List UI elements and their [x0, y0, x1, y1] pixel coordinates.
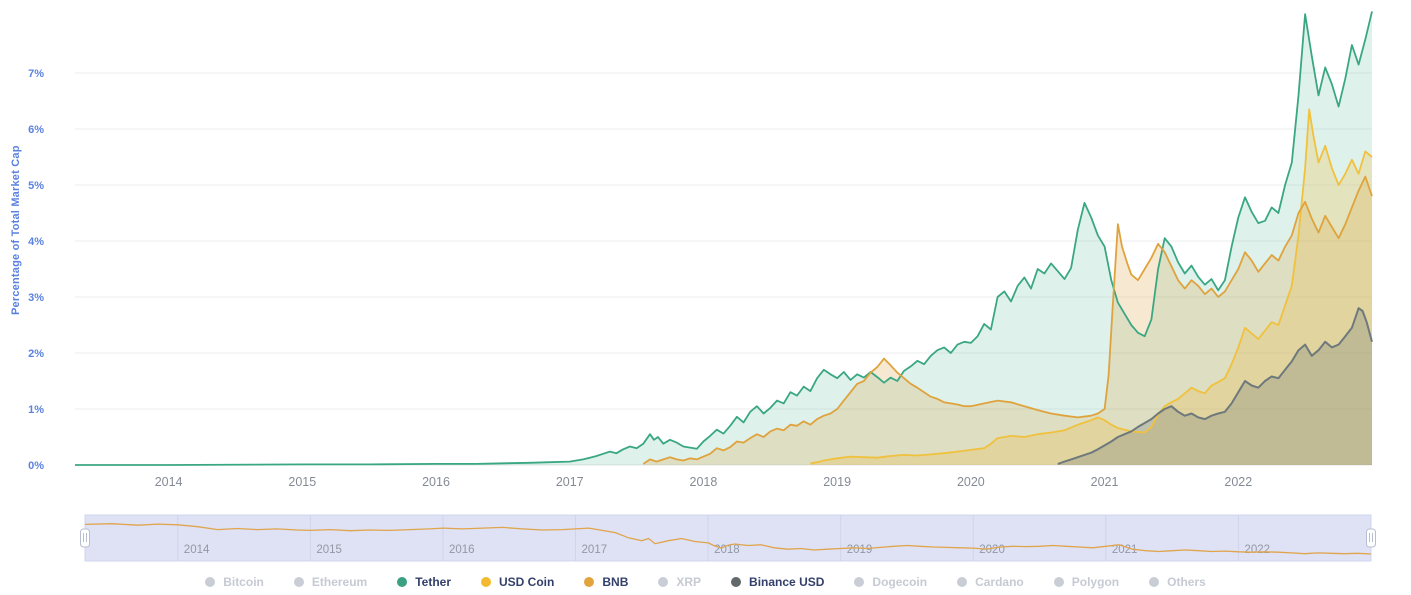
navigator-handle-right-grip[interactable]	[1366, 528, 1376, 548]
legend-item-dogecoin[interactable]: Dogecoin	[854, 575, 927, 589]
x-axis-labels: 2014 2015 2016 2017 2018 2019 2020 2021 2022	[155, 475, 1253, 489]
navigator-year-label: 2017	[582, 544, 608, 556]
legend-dot	[481, 577, 492, 587]
area-tether	[75, 11, 1372, 466]
navigator-handle-left[interactable]	[80, 528, 90, 548]
legend-item-ethereum[interactable]: Ethereum	[293, 575, 368, 589]
y-tick-label: 2%	[28, 348, 44, 360]
x-tick-label: 2021	[1091, 475, 1119, 489]
legend-dot	[1149, 577, 1160, 587]
legend-label: Ethereum	[311, 575, 368, 589]
navigator-year-label: 2022	[1244, 544, 1270, 556]
navigator-series-line	[84, 523, 1372, 555]
x-tick-label: 2020	[957, 475, 985, 489]
navigator[interactable]: 2014 2015 2016 2017 2018 2019 2020 2021 2022	[80, 514, 1376, 562]
legend-dot	[584, 577, 595, 587]
area-bnb	[643, 176, 1372, 465]
y-tick-label: 1%	[28, 404, 44, 416]
legend-dot	[854, 577, 865, 587]
legend-label: Tether	[415, 575, 452, 589]
x-tick-label: 2016	[422, 475, 450, 489]
chart-plot-area[interactable]: 0% 1% 2% 3% 4% 5% 6% 7% 2014 2015 2016 2017 2018 2019…	[0, 0, 1411, 565]
x-tick-label: 2022	[1224, 475, 1252, 489]
legend-label: XRP	[676, 575, 702, 589]
navigator-year-label: 2019	[847, 544, 873, 556]
legend-label: BNB	[602, 575, 629, 589]
series-lines	[75, 11, 1373, 466]
x-tick-label: 2017	[556, 475, 584, 489]
legend-item-bnb[interactable]: BNB	[584, 575, 628, 589]
navigator-year-label: 2016	[449, 544, 475, 556]
y-tick-label: 5%	[28, 180, 44, 192]
navigator-background[interactable]	[84, 514, 1372, 562]
legend-label: Polygon	[1071, 575, 1120, 589]
legend-item-polygon[interactable]: Polygon	[1053, 575, 1120, 589]
legend-dot	[205, 577, 216, 587]
legend-item-cardano[interactable]: Cardano	[957, 575, 1024, 589]
y-axis-title: Percentage of Total Market Cap	[10, 145, 22, 315]
x-tick-label: 2018	[690, 475, 718, 489]
legend-label: USD Coin	[499, 575, 555, 589]
legend-item-others[interactable]: Others	[1149, 575, 1206, 589]
legend-dot	[731, 577, 742, 587]
x-tick-label: 2019	[823, 475, 851, 489]
legend-label: Others	[1167, 575, 1206, 589]
navigator-handle-left-grip[interactable]	[80, 528, 90, 548]
y-tick-label: 7%	[28, 68, 44, 80]
navigator-year-label: 2014	[184, 544, 210, 556]
legend-item-binance-usd[interactable]: Binance USD	[731, 575, 824, 589]
y-tick-label: 4%	[28, 236, 44, 248]
navigator-year-label: 2018	[714, 544, 740, 556]
gridlines	[75, 72, 1372, 466]
area-binance-usd	[1057, 308, 1372, 465]
line-bnb	[642, 175, 1373, 465]
y-tick-label: 6%	[28, 124, 44, 136]
series-fills	[75, 11, 1372, 466]
legend-item-tether[interactable]: Tether	[397, 575, 451, 589]
line-binance-usd	[1057, 307, 1373, 465]
y-axis-labels: 0% 1% 2% 3% 4% 5% 6% 7%	[28, 68, 44, 472]
legend-label: Binance USD	[749, 575, 825, 589]
y-tick-label: 0%	[28, 460, 44, 472]
legend-dot	[957, 577, 968, 587]
x-tick-label: 2015	[288, 475, 316, 489]
legend-dot	[293, 577, 304, 587]
legend-label: Dogecoin	[872, 575, 928, 589]
legend-label: Cardano	[975, 575, 1024, 589]
legend-dot	[397, 577, 408, 587]
y-tick-label: 3%	[28, 292, 44, 304]
legend: Bitcoin Ethereum Tether USD Coin BNB XRP Binan…	[0, 575, 1411, 589]
legend-dot	[1053, 577, 1064, 587]
legend-item-xrp[interactable]: XRP	[658, 575, 701, 589]
line-tether	[75, 11, 1373, 466]
navigator-year-label: 2021	[1112, 544, 1138, 556]
legend-label: Bitcoin	[223, 575, 264, 589]
area-usd-coin	[810, 109, 1372, 466]
legend-dot	[658, 577, 669, 587]
navigator-year-label: 2020	[979, 544, 1005, 556]
navigator-year-label: 2015	[316, 544, 342, 556]
legend-item-usd-coin[interactable]: USD Coin	[481, 575, 554, 589]
legend-item-bitcoin[interactable]: Bitcoin	[205, 575, 264, 589]
x-tick-label: 2014	[155, 475, 183, 489]
navigator-handle-right[interactable]	[1366, 528, 1376, 548]
